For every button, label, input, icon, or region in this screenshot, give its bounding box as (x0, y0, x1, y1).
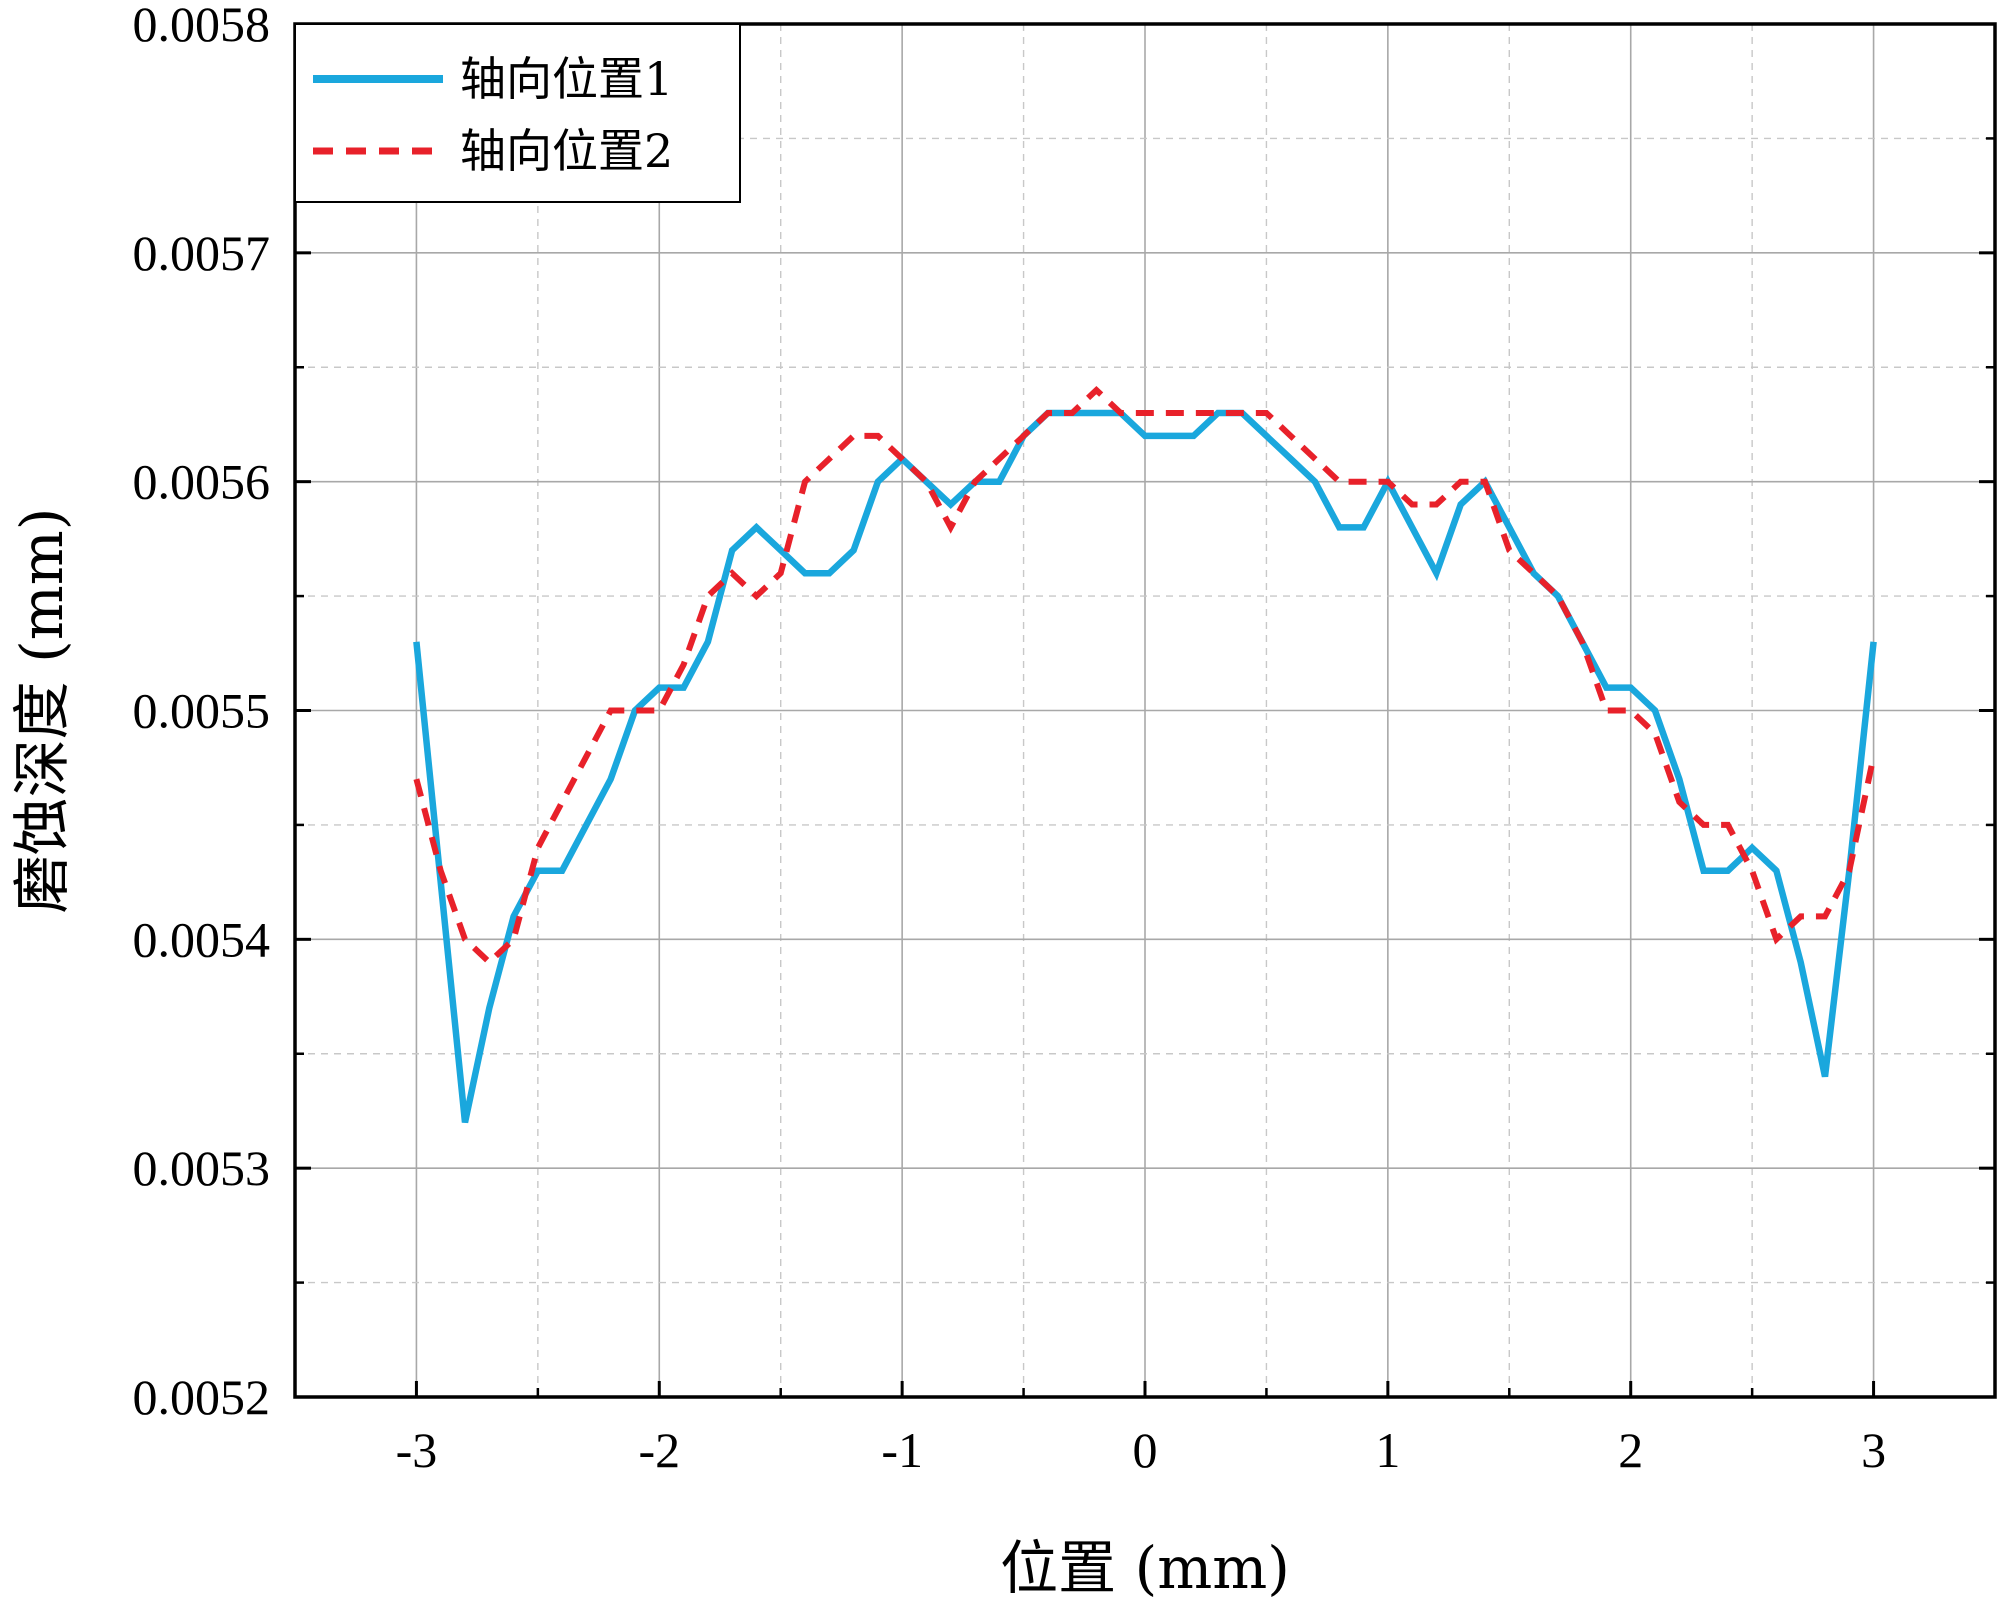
series-layer (413, 385, 1877, 1124)
y-tick-label: 0.0053 (133, 1140, 271, 1196)
x-tick-label: -3 (396, 1422, 438, 1478)
x-tick-label: -1 (881, 1422, 923, 1478)
legend-box (294, 23, 741, 203)
grid-layer (295, 24, 1995, 1397)
labels-layer: -3 -2 -1 0 1 2 3 0.0052 0.0053 0.0054 0.0055 0.0056… (133, 0, 1887, 1478)
y-tick-label: 0.0057 (133, 225, 271, 281)
series-line-2 (413, 385, 1877, 967)
legend-label-series-2: 轴向位置2 (460, 124, 673, 178)
x-tick-label: 0 (1133, 1422, 1158, 1478)
y-axis-title: 磨蚀深度 (mm) (8, 508, 76, 914)
x-tick-label: 2 (1618, 1422, 1643, 1478)
x-axis-title: 位置 (mm) (1000, 1534, 1290, 1602)
y-tick-label: 0.0054 (133, 911, 271, 967)
y-tick-label: 0.0056 (133, 454, 271, 510)
y-tick-label: 0.0055 (133, 683, 271, 739)
series-line-1 (413, 409, 1877, 1124)
y-tick-label: 0.0052 (133, 1369, 271, 1425)
legend-label-series-1: 轴向位置1 (460, 52, 673, 106)
x-tick-label: 3 (1861, 1422, 1886, 1478)
ticks-layer (295, 22, 1995, 1399)
x-tick-label: 1 (1375, 1422, 1400, 1478)
legend: 轴向位置1 轴向位置2 (294, 23, 741, 203)
x-tick-label: -2 (638, 1422, 680, 1478)
y-tick-label: 0.0058 (133, 0, 271, 52)
